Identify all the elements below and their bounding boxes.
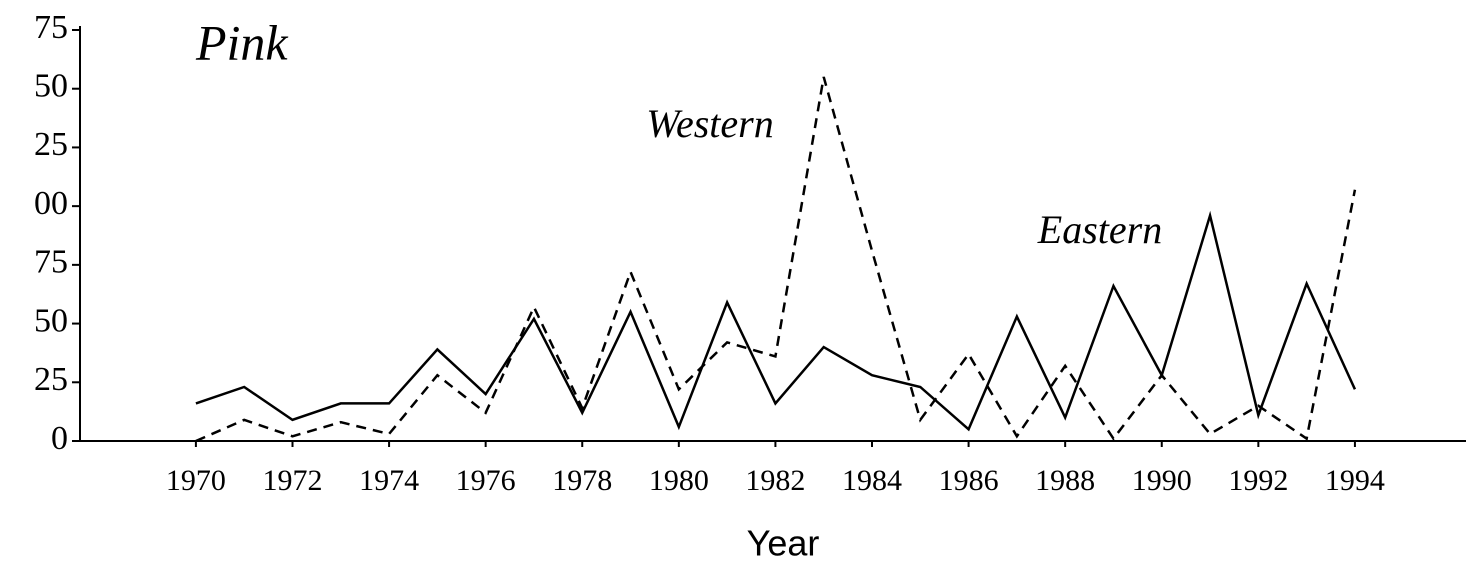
y-tick-label: 25 xyxy=(34,361,68,398)
x-tick-label: 1976 xyxy=(456,464,516,497)
x-tick-label: 1994 xyxy=(1325,464,1385,497)
x-tick-label: 1970 xyxy=(166,464,226,497)
series-label: Eastern xyxy=(1037,207,1162,252)
x-tick-label: 1972 xyxy=(262,464,322,497)
x-tick-label: 1978 xyxy=(552,464,612,497)
y-tick-label: 50 xyxy=(34,302,68,339)
y-tick-label: 25 xyxy=(34,126,68,163)
chart-title: Pink xyxy=(195,14,288,70)
y-tick-label: 50 xyxy=(34,68,68,105)
x-tick-label: 1988 xyxy=(1035,464,1095,497)
x-tick-label: 1992 xyxy=(1228,464,1288,497)
x-tick-label: 1980 xyxy=(649,464,709,497)
y-tick-label: 00 xyxy=(34,185,68,222)
y-tick-label: 0 xyxy=(51,420,68,457)
series-label: Western xyxy=(646,101,773,146)
x-tick-label: 1986 xyxy=(939,464,999,497)
series-line xyxy=(195,76,1357,443)
x-tick-label: 1990 xyxy=(1132,464,1192,497)
y-tick-label: 75 xyxy=(34,244,68,281)
x-axis-title: Year xyxy=(747,523,820,564)
x-tick-label: 1982 xyxy=(745,464,805,497)
x-tick-label: 1984 xyxy=(842,464,902,497)
x-tick-label: 1974 xyxy=(359,464,419,497)
y-tick-label: 75 xyxy=(34,9,68,46)
series-line xyxy=(195,210,1357,432)
